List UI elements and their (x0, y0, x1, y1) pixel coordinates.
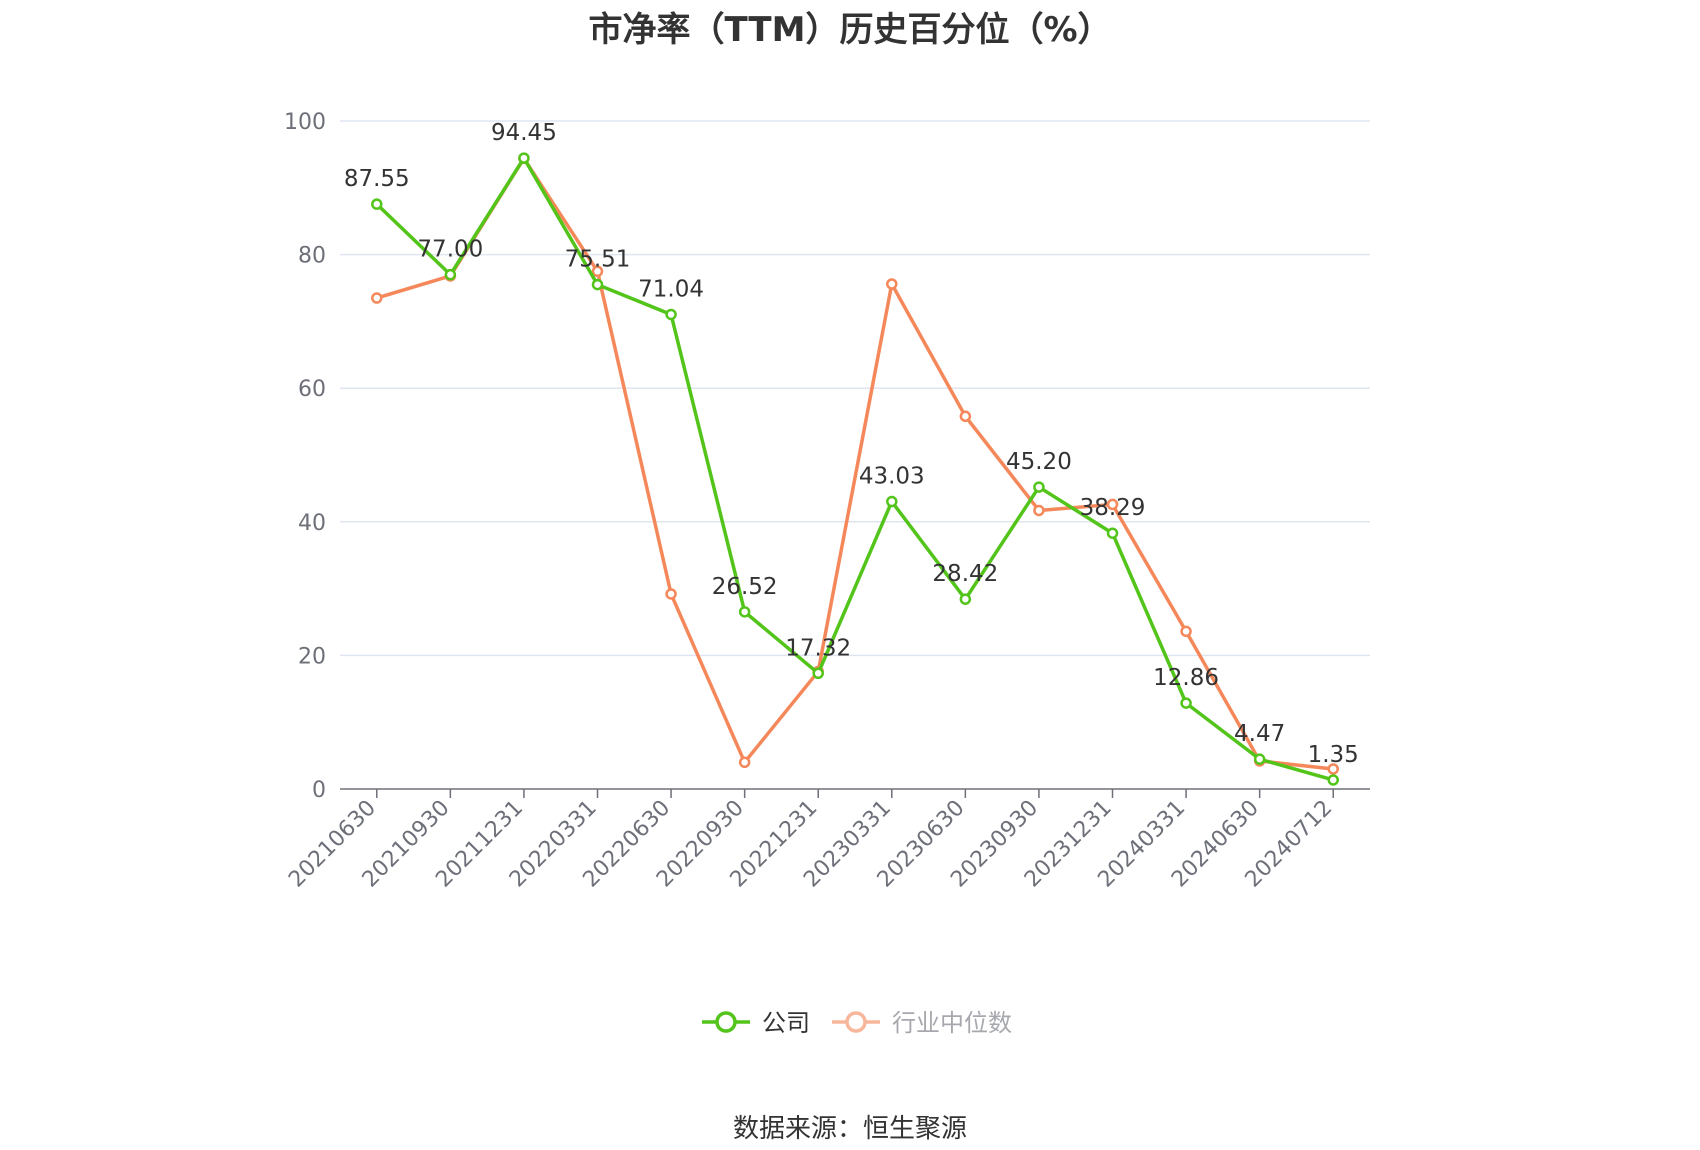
data-point (738, 606, 751, 618)
data-point (812, 667, 824, 680)
data-label: 28.42 (932, 561, 998, 587)
data-point (665, 308, 677, 321)
data-point (1180, 625, 1192, 638)
data-point (591, 265, 604, 278)
data-point (444, 268, 457, 281)
data-point (1106, 498, 1119, 511)
data-labels: 87.55 77.00 94.45 75.51 71.04 26.52 17.32 43.03… (344, 120, 1359, 768)
data-point (518, 152, 530, 164)
data-label: 43.03 (859, 464, 925, 490)
legend-marker (845, 1011, 867, 1033)
data-point (1327, 774, 1339, 786)
data-point (1033, 504, 1045, 517)
data-label: 94.45 (491, 120, 557, 146)
grid-lines (340, 120, 1370, 657)
data-point (959, 410, 972, 423)
data-label: 4.47 (1234, 721, 1285, 747)
data-point (1253, 753, 1266, 765)
data-point (665, 588, 677, 600)
data-point (959, 593, 972, 605)
y-tick-label: 20 (298, 644, 326, 669)
legend-label: 行业中位数 (892, 1009, 1012, 1037)
data-point (886, 495, 898, 508)
legend-item-1[interactable]: 行业中位数 (832, 1009, 1012, 1037)
data-point (738, 756, 751, 769)
data-label: 38.29 (1080, 495, 1146, 521)
data-point (886, 278, 898, 290)
x-axis: 2021063020210930202112312022033120220630… (284, 788, 1370, 892)
y-tick-label: 100 (284, 110, 326, 135)
data-point (591, 278, 604, 291)
data-label: 77.00 (417, 237, 483, 263)
y-tick-label: 40 (298, 511, 326, 536)
data-label: 71.04 (638, 276, 704, 302)
y-tick-label: 80 (298, 244, 326, 269)
chart-title: 市净率（TTM）历史百分位（%） (588, 10, 1112, 50)
legend-item-0[interactable]: 公司 (702, 1009, 810, 1037)
series-line-0 (375, 156, 1334, 782)
series-group (371, 152, 1339, 786)
data-label: 17.32 (785, 635, 851, 661)
data-label: 75.51 (565, 247, 631, 273)
legend: 公司 行业中位数 (702, 1009, 1012, 1037)
data-label: 45.20 (1006, 449, 1072, 475)
data-point (371, 292, 383, 304)
legend-label: 公司 (762, 1009, 810, 1037)
data-point (1180, 697, 1192, 709)
data-point (1033, 481, 1045, 493)
data-point (371, 198, 383, 210)
data-label: 87.55 (344, 166, 410, 192)
data-label: 12.86 (1153, 665, 1219, 691)
data-label: 1.35 (1308, 742, 1359, 768)
data-point (1327, 763, 1339, 775)
y-tick-label: 60 (298, 377, 326, 402)
data-source: 数据来源：恒生聚源 (732, 1114, 967, 1144)
legend-marker (715, 1011, 737, 1033)
data-point (1106, 527, 1119, 539)
data-label: 26.52 (712, 574, 778, 600)
y-axis: 0 20 40 60 80 100 (284, 110, 326, 803)
y-tick-label: 0 (312, 778, 326, 803)
